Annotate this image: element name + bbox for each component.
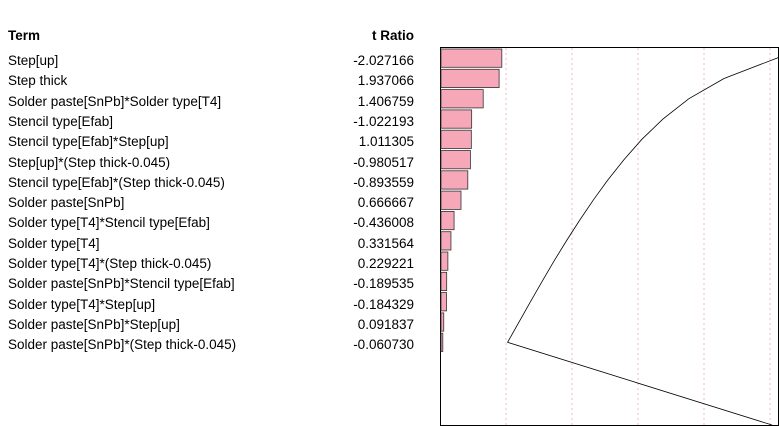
half-normal-curve	[507, 56, 779, 426]
term-label: Solder type[T4]*Step[up]	[8, 296, 156, 312]
bar-14	[440, 332, 444, 352]
t-ratio-value: -0.060730	[353, 337, 414, 353]
term-label: Solder paste[SnPb]	[8, 195, 125, 211]
term-label: Solder type[T4]*Stencil type[Efab]	[8, 215, 210, 231]
term-label: Stencil type[Efab]*Step[up]	[8, 134, 169, 150]
bar-6	[440, 170, 469, 190]
t-ratio-value: -0.980517	[353, 154, 414, 170]
term-label: Solder paste[SnPb]*(Step thick-0.045)	[8, 337, 237, 353]
t-ratio-column-header: t Ratio	[372, 28, 414, 43]
t-ratio-value: -0.184329	[353, 296, 414, 312]
t-ratio-value: -0.436008	[353, 215, 414, 231]
bar-7	[440, 190, 462, 210]
bar-4	[440, 129, 472, 149]
term-label: Solder type[T4]*(Step thick-0.045)	[8, 256, 212, 271]
term-label: Step thick	[8, 73, 68, 89]
bar-10	[440, 251, 449, 271]
t-ratio-value: 1.011305	[358, 134, 414, 150]
t-ratio-value: 0.331564	[357, 235, 414, 251]
bar-0	[440, 48, 503, 68]
term-label: Solder type[T4]	[8, 235, 100, 251]
term-label: Stencil type[Efab]	[8, 113, 114, 129]
bar-2	[440, 89, 484, 109]
bar-11	[440, 271, 448, 291]
bar-5	[440, 150, 471, 170]
term-label: Step[up]*(Step thick-0.045)	[8, 154, 171, 170]
bar-8	[440, 210, 455, 231]
t-ratio-value: -0.893559	[353, 174, 414, 190]
term-label: Solder paste[SnPb]*Stencil type[Efab]	[8, 276, 235, 292]
term-label: Solder paste[SnPb]*Step[up]	[8, 316, 180, 332]
term-label: Stencil type[Efab]*(Step thick-0.045)	[8, 174, 225, 190]
bar-3	[440, 109, 473, 129]
plot-frame	[440, 47, 779, 426]
term-column-header: Term	[8, 28, 41, 43]
term-label: Step[up]	[8, 53, 59, 68]
bar-13	[440, 312, 445, 332]
t-ratio-value: 0.229221	[357, 256, 414, 271]
t-ratio-value: 1.937066	[357, 73, 414, 89]
bar-1	[440, 68, 500, 89]
bar-12	[440, 292, 447, 312]
t-ratio-value: 1.406759	[357, 93, 414, 109]
t-ratio-value: 0.666667	[357, 195, 414, 211]
term-label: Solder paste[SnPb]*Solder type[T4]	[8, 93, 222, 109]
t-ratio-value: 0.091837	[357, 316, 414, 332]
t-ratio-value: -0.189535	[353, 276, 414, 292]
bar-9	[440, 231, 452, 251]
t-ratio-value: -2.027166	[353, 53, 414, 68]
t-ratio-value: -1.022193	[353, 113, 414, 129]
